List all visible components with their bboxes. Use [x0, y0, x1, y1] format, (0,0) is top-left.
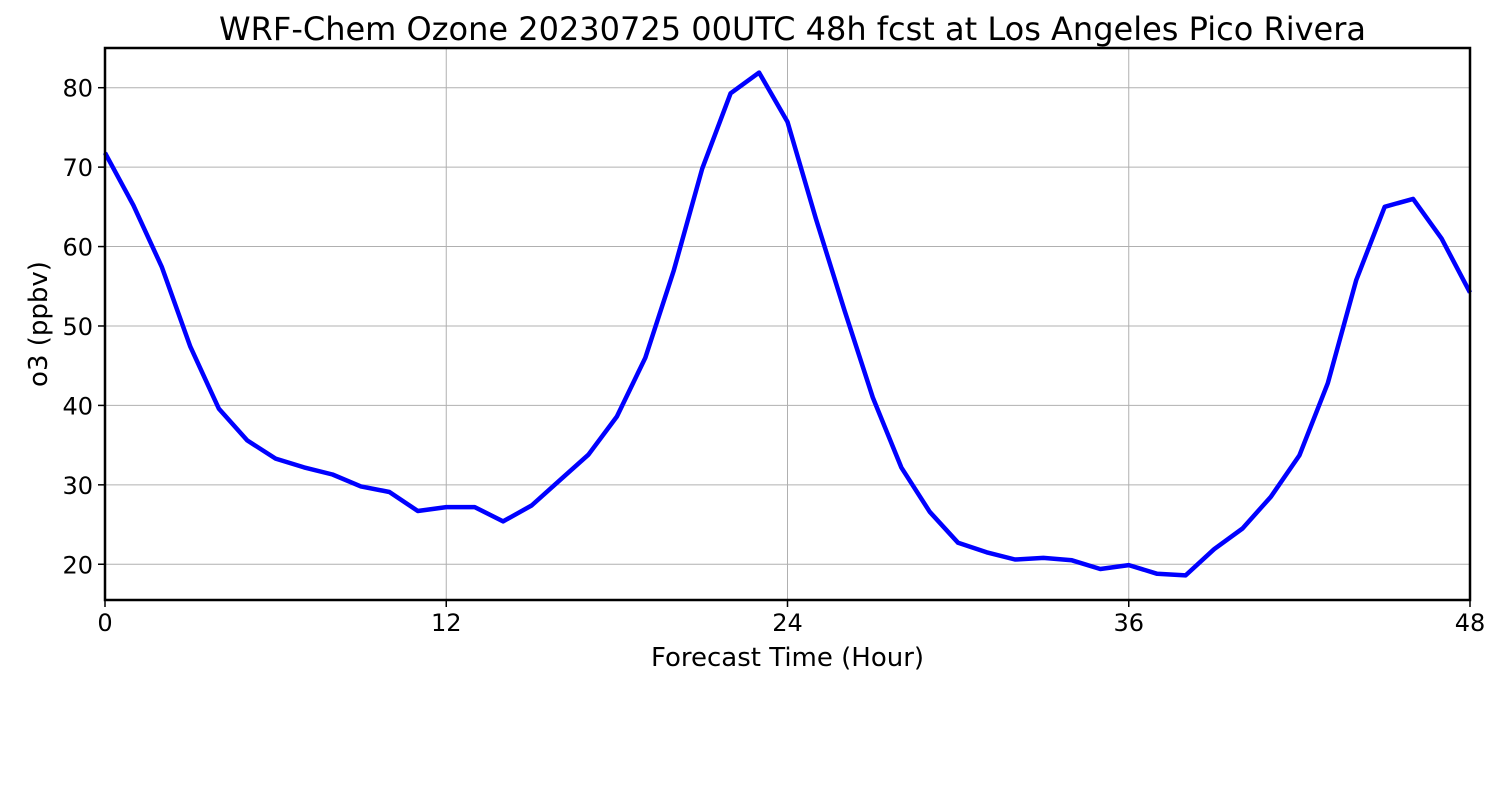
- y-tick-label: 60: [62, 234, 93, 262]
- x-tick-label: 36: [1113, 609, 1144, 637]
- y-axis-label: o3 (ppbv): [24, 261, 54, 387]
- y-tick-label: 40: [62, 392, 93, 420]
- x-axis-label: Forecast Time (Hour): [651, 643, 924, 673]
- series-layer: [103, 70, 1472, 578]
- y-tick-label: 20: [62, 551, 93, 579]
- y-tick-label: 50: [62, 313, 93, 341]
- chart-title: WRF-Chem Ozone 20230725 00UTC 48h fcst a…: [219, 10, 1366, 48]
- y-tick-label: 70: [62, 154, 93, 182]
- x-tick-label: 0: [97, 609, 112, 637]
- y-tick-label: 30: [62, 472, 93, 500]
- axis-ticks: 0 12 24 36 48 20 30 40 50 60 70 80: [62, 75, 1485, 637]
- y-tick-label: 80: [62, 75, 93, 103]
- x-tick-label: 24: [772, 609, 803, 637]
- x-tick-label: 48: [1455, 609, 1486, 637]
- x-tick-label: 12: [431, 609, 462, 637]
